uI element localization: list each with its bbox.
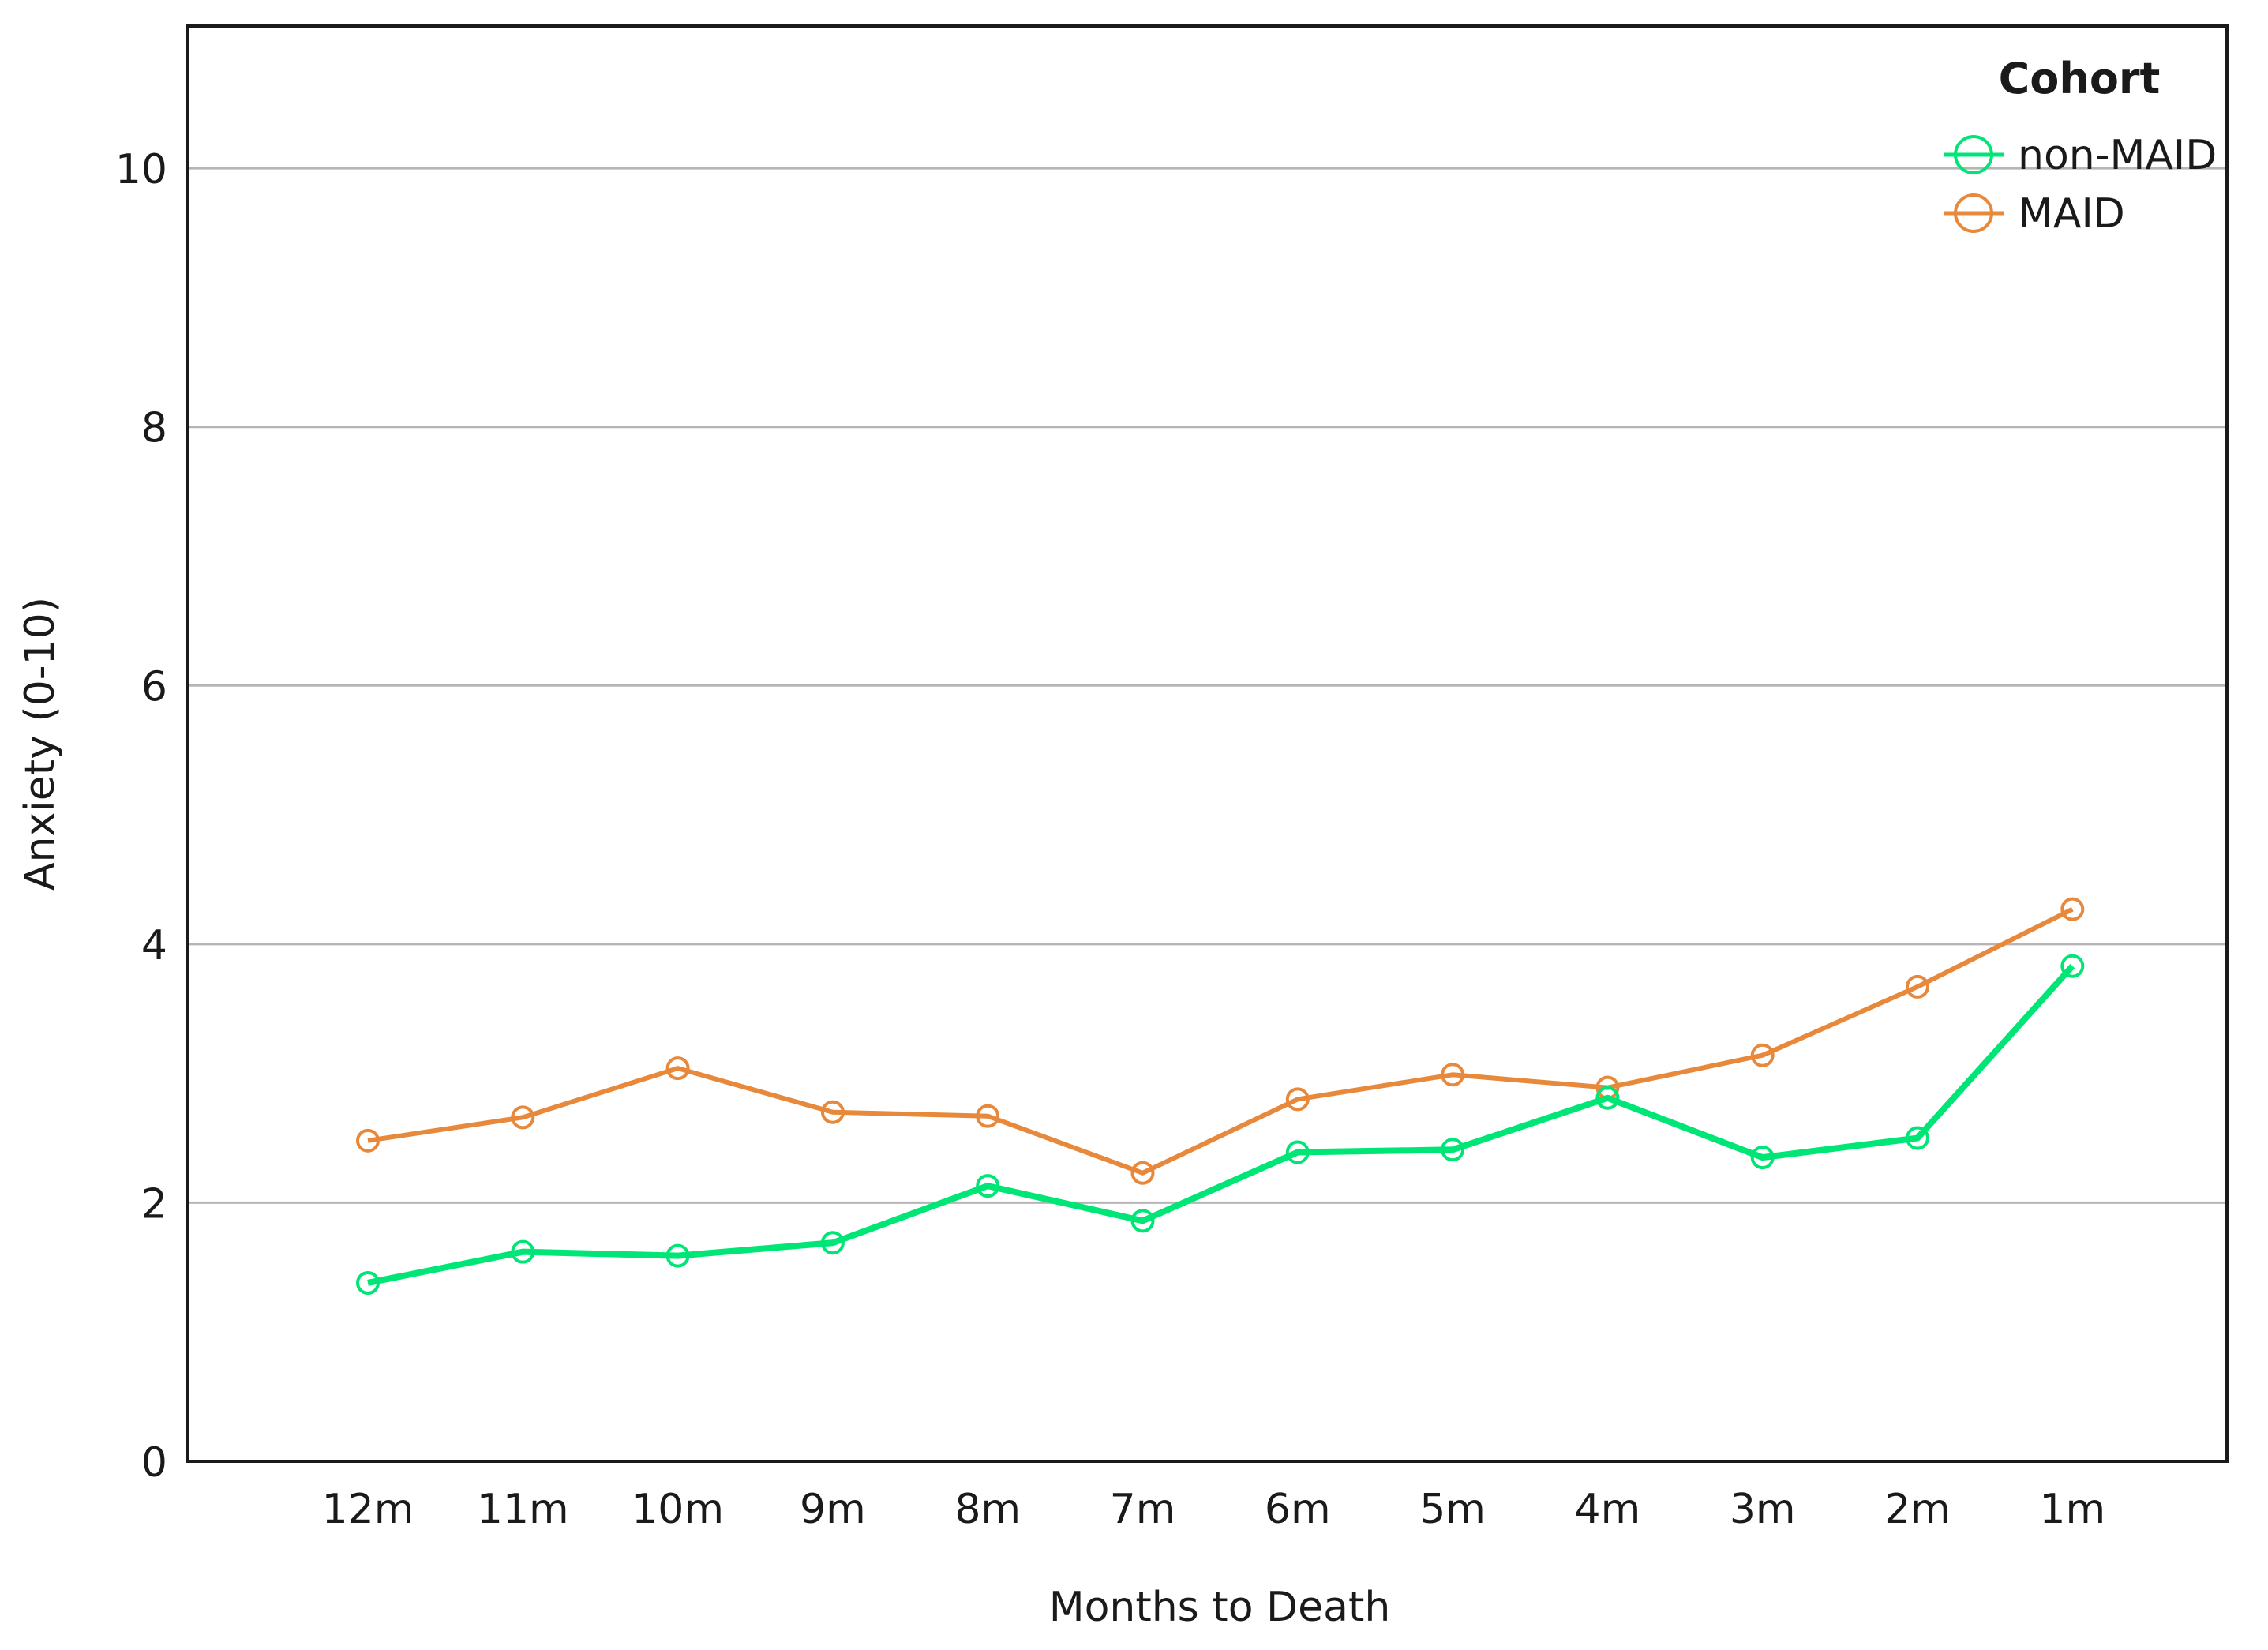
- data-point: [1285, 1087, 1310, 1112]
- series-maid: [356, 897, 2085, 1185]
- x-tick-label: 9m: [800, 1486, 866, 1533]
- x-axis-ticks: 12m 11m 10m 9m 8m 7m 6m 5m 4m 3m 2m 1m: [322, 1486, 2106, 1533]
- y-tick-label: 4: [141, 922, 167, 969]
- x-tick-label: 2m: [1884, 1486, 1951, 1533]
- x-tick-label: 6m: [1265, 1486, 1331, 1533]
- y-tick-label: 6: [141, 663, 167, 711]
- data-point: [1750, 1043, 1775, 1067]
- series-line: [367, 964, 2075, 1286]
- x-tick-label: 4m: [1575, 1486, 1641, 1533]
- legend-items: non-MAID MAID: [1944, 132, 2217, 238]
- legend-item: MAID: [1944, 190, 2125, 238]
- y-tick-label: 10: [115, 146, 167, 193]
- data-point: [976, 1174, 1000, 1198]
- data-point: [1130, 1161, 1155, 1185]
- data-point: [665, 1243, 690, 1268]
- x-tick-label: 5m: [1419, 1486, 1486, 1533]
- x-tick-label: 7m: [1110, 1486, 1176, 1533]
- legend-label: non-MAID: [2018, 132, 2217, 179]
- data-point: [1130, 1209, 1155, 1233]
- legend-item: non-MAID: [1944, 132, 2217, 179]
- x-tick-label: 11m: [477, 1486, 569, 1533]
- data-point: [2060, 897, 2085, 921]
- data-point: [1595, 1086, 1620, 1110]
- legend-title: Cohort: [1999, 54, 2161, 103]
- legend-swatch-marker: [1954, 135, 1993, 174]
- y-tick-label: 0: [141, 1439, 167, 1487]
- x-axis-title: Months to Death: [1049, 1584, 1391, 1631]
- data-point: [1285, 1140, 1310, 1164]
- x-tick-label: 1m: [2039, 1486, 2105, 1533]
- data-point: [665, 1056, 690, 1081]
- series-line: [367, 906, 2074, 1176]
- y-axis-title: Anxiety (0-10): [17, 597, 64, 891]
- data-point: [511, 1239, 535, 1264]
- data-point: [820, 1100, 845, 1124]
- data-point: [1441, 1138, 1465, 1162]
- data-point: [820, 1231, 845, 1255]
- data-point: [1906, 1126, 1929, 1150]
- data-point: [1750, 1146, 1775, 1170]
- data-point: [1906, 974, 1929, 999]
- y-axis-ticks: 0 2 4 6 8 10: [115, 146, 167, 1487]
- gridlines: [187, 167, 2227, 1204]
- data-point: [976, 1104, 1000, 1128]
- x-tick-label: 12m: [322, 1486, 414, 1533]
- x-tick-label: 3m: [1730, 1486, 1796, 1533]
- series-non-maid: [356, 954, 2085, 1295]
- y-tick-label: 2: [141, 1180, 167, 1228]
- legend: Cohort non-MAID MAID: [1944, 54, 2217, 238]
- x-tick-label: 8m: [954, 1486, 1021, 1533]
- data-point: [356, 1270, 380, 1295]
- legend-label: MAID: [2018, 190, 2125, 238]
- x-tick-label: 10m: [632, 1486, 724, 1533]
- plot-frame: [186, 24, 2229, 1463]
- y-tick-label: 8: [141, 405, 167, 452]
- legend-swatch-marker: [1954, 193, 1993, 233]
- data-point: [356, 1128, 380, 1153]
- data-point: [2060, 954, 2085, 978]
- data-point: [511, 1105, 535, 1130]
- data-point: [1441, 1063, 1465, 1087]
- series-lines: [356, 897, 2085, 1295]
